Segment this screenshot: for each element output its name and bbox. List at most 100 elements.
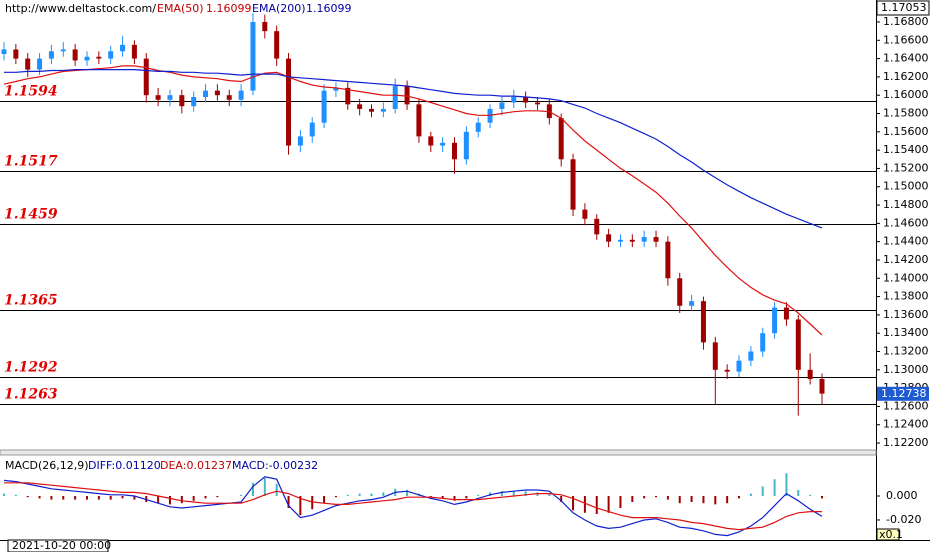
candle-body [451, 142, 457, 160]
ema-line [3, 65, 823, 336]
candle-body [523, 97, 529, 103]
y-tick-label: 1.15000 [883, 180, 929, 193]
candle-body [475, 122, 481, 132]
candle-body [641, 237, 647, 242]
last-price-box [877, 386, 929, 401]
y-tick-label: 1.13400 [883, 326, 929, 339]
y-tick-label: 1.12600 [883, 399, 929, 412]
candle-body [380, 108, 386, 112]
candle-body [369, 108, 375, 112]
y-tick-label: 1.14200 [883, 253, 929, 266]
main-pane: 1.16800 1.16600 1.16400 1.16200 1.16000 1.158… [0, 0, 930, 449]
macd-y-tick-label: -0.020 [886, 513, 921, 526]
candle-body [37, 58, 43, 70]
macd-value: MACD:-0.00232 [232, 459, 318, 472]
y-tick-label: 1.13800 [883, 290, 929, 303]
candle-body [712, 342, 718, 370]
candle-body [333, 87, 339, 91]
candle-body [131, 44, 137, 59]
y-tick-label: 1.13200 [883, 345, 929, 358]
legend-entry: EMA(50) [157, 2, 204, 15]
source: http://www.deltastock.com/ [5, 2, 156, 15]
candle-body [440, 142, 446, 146]
candle-body [392, 86, 398, 109]
candle-body [511, 97, 517, 103]
high-price-box [876, 0, 930, 16]
y-tick-label: 1.13600 [883, 308, 929, 321]
candle-body [309, 122, 315, 137]
dea-line [4, 482, 822, 531]
legend-value: 1.16099 [206, 2, 252, 15]
y-tick-label: 1.14000 [883, 271, 929, 284]
last-price: 1.12738 [881, 387, 927, 400]
level-label: 1.1517 [4, 154, 58, 170]
scale-label: x0.1 [879, 528, 903, 541]
candle-body [783, 307, 789, 320]
candle-body [286, 58, 292, 146]
macd-dea: DEA:0.01237 [160, 459, 232, 472]
macd-pane: 0.000 -0.020 x0.1 2021-10-20 00:00 [3, 473, 921, 552]
level-label: 1.1292 [4, 360, 58, 376]
diff-line [3, 476, 823, 537]
y-tick-label: 1.15200 [883, 161, 929, 174]
level-label: 1.1459 [4, 207, 58, 223]
candle-body [582, 209, 588, 219]
candle-body [262, 21, 268, 32]
candle-body [108, 51, 114, 59]
header: http://www.deltastock.com/ EMA(50) 1.160… [5, 2, 352, 472]
y-tick-label: 1.12200 [883, 436, 929, 449]
candle-body [72, 49, 78, 61]
candle-body [760, 333, 766, 352]
y-tick-label: 1.16800 [883, 15, 929, 28]
candle-body [297, 136, 303, 146]
candle-body [689, 301, 695, 306]
candle-body [700, 301, 706, 343]
high-price: 1.17053 [881, 1, 927, 14]
y-tick-label: 1.15400 [883, 143, 929, 156]
candle-body [25, 58, 31, 70]
candle-body [404, 86, 410, 105]
y-tick-label: 1.16400 [883, 52, 929, 65]
candle-body [594, 218, 600, 235]
macd-diff: DIFF:0.01120 [88, 459, 161, 472]
candle-body [748, 351, 754, 361]
ema-line [4, 68, 823, 229]
candle-body [96, 56, 102, 59]
legend-entry: EMA(200) [252, 2, 306, 15]
candle-body [606, 234, 612, 242]
y-tick-label: 1.16000 [883, 88, 929, 101]
candle-body [250, 21, 256, 91]
candle-body [84, 56, 90, 61]
y-tick-label: 1.13000 [883, 363, 929, 376]
y-tick-label: 1.16600 [883, 33, 929, 46]
candle-body [1, 49, 7, 55]
candle-body [653, 237, 659, 242]
candle-body [724, 369, 730, 372]
candle-body [226, 95, 232, 100]
candle-body [143, 58, 149, 96]
legend-value: 1.16099 [306, 2, 352, 15]
candle-body [428, 136, 434, 146]
candle-body [677, 278, 683, 306]
candle-body [274, 31, 280, 59]
candle-body [357, 104, 363, 109]
candle-body [120, 44, 126, 52]
candle-body [416, 104, 422, 137]
candle-body [807, 369, 813, 379]
candle-body [179, 95, 185, 107]
y-tick-label: 1.14800 [883, 198, 929, 211]
candle-body [191, 97, 197, 107]
macd-title: MACD(26,12,9) [5, 459, 89, 472]
level-label: 1.1263 [4, 387, 58, 403]
level-label: 1.1594 [4, 84, 58, 100]
pane-separator [0, 449, 877, 456]
candle-body [736, 360, 742, 372]
candle-body [238, 90, 244, 100]
candle-body [629, 239, 635, 242]
candle-body [534, 102, 540, 105]
level-label: 1.1365 [4, 293, 58, 309]
y-tick-label: 1.15800 [883, 107, 929, 120]
candle-body [819, 378, 825, 394]
candle-body [665, 241, 671, 279]
